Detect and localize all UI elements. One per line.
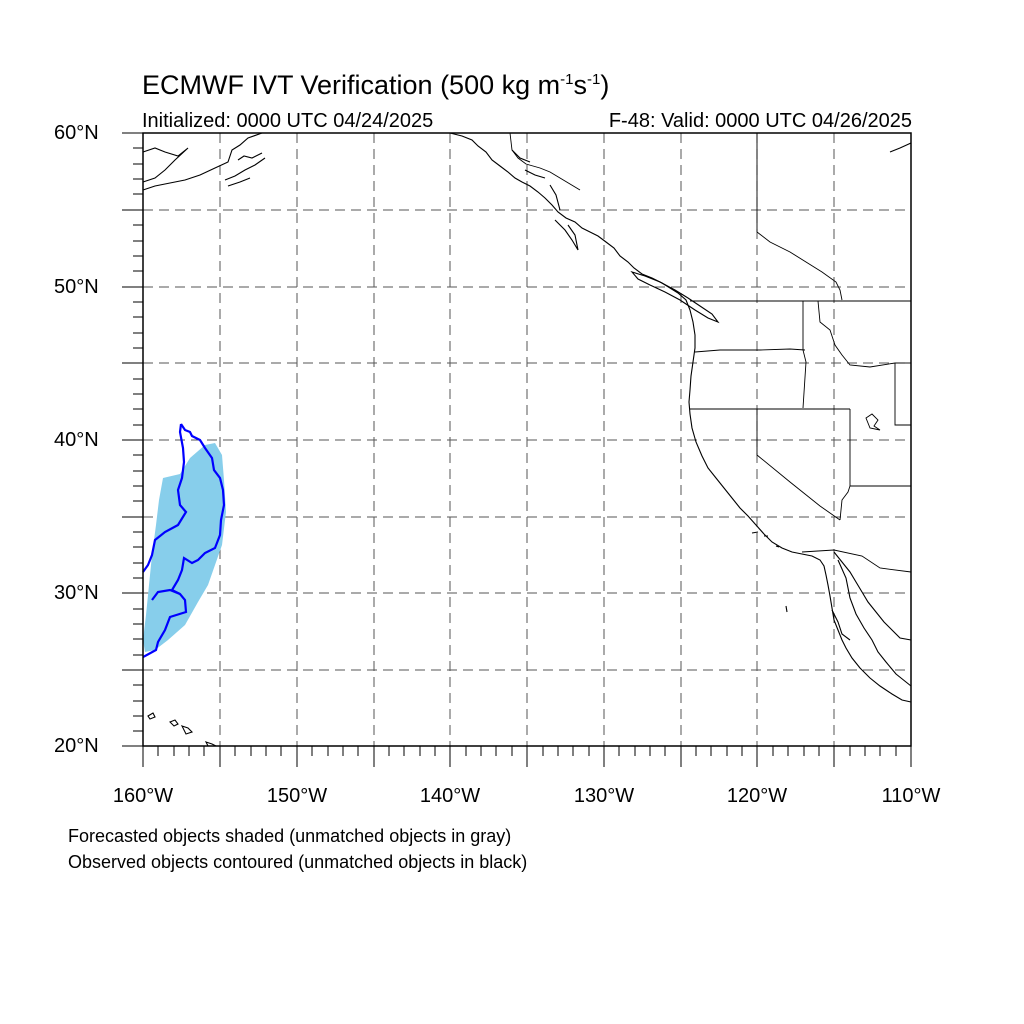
- observed-ivt-contour-inner: [142, 423, 188, 573]
- lon-label-160w: 160°W: [112, 785, 174, 807]
- coastlines: [142, 132, 912, 747]
- borders: [509, 132, 912, 573]
- observed-ivt-contour-mid: [151, 588, 181, 601]
- lat-label-40: 40°N: [54, 429, 99, 451]
- lon-label-110w: 110°W: [881, 785, 941, 807]
- forecast-ivt-object: [143, 443, 226, 652]
- map-title: ECMWF IVT Verification (500 kg m-1s-1): [142, 70, 610, 100]
- lon-label-120w: 120°W: [726, 785, 788, 807]
- lat-label-30: 30°N: [54, 582, 99, 604]
- observed-ivt-contour: [142, 423, 226, 658]
- lat-label-60: 60°N: [54, 122, 99, 144]
- lon-label-140w: 140°W: [419, 785, 481, 807]
- lat-label-20: 20°N: [54, 735, 99, 757]
- observed-legend-note: Observed objects contoured (unmatched ob…: [68, 852, 528, 872]
- initialized-time: Initialized: 0000 UTC 04/24/2025: [142, 110, 434, 132]
- valid-time: F-48: Valid: 0000 UTC 04/26/2025: [608, 110, 912, 132]
- lat-label-50: 50°N: [54, 276, 99, 298]
- lat-ticks: [122, 132, 143, 747]
- lon-label-130w: 130°W: [573, 785, 635, 807]
- forecast-legend-note: Forecasted objects shaded (unmatched obj…: [68, 826, 512, 846]
- lon-ticks: [142, 746, 912, 767]
- grid-lines: [143, 133, 911, 746]
- lon-label-150w: 150°W: [266, 785, 328, 807]
